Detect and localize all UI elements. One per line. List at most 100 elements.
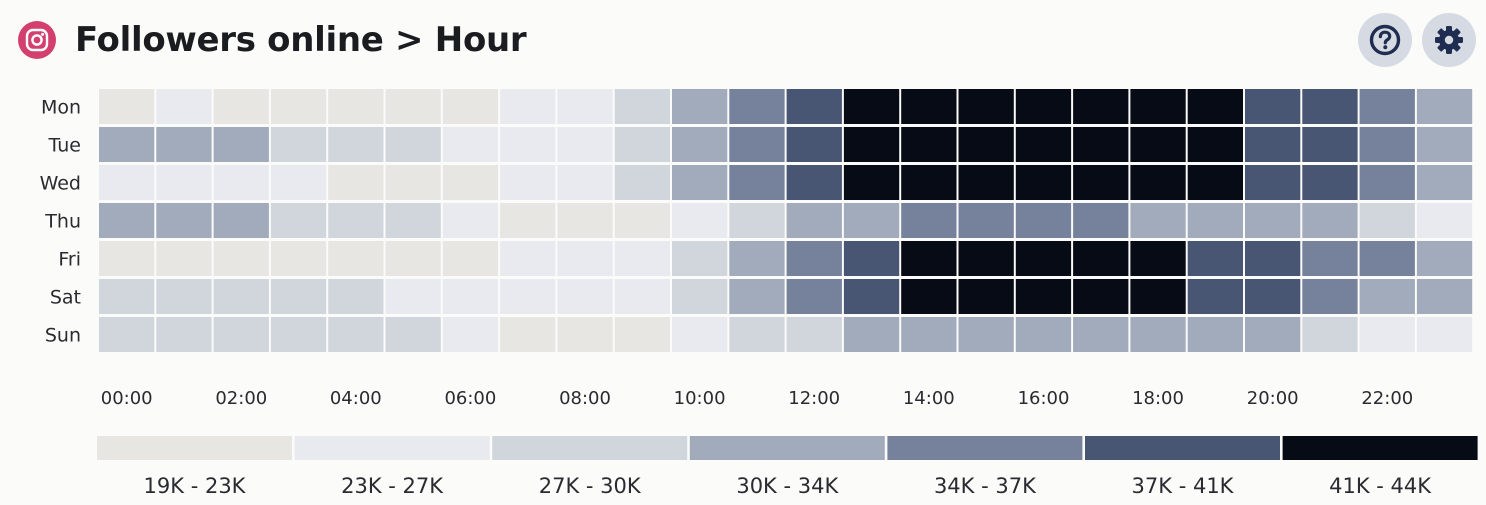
heatmap-cell-sun-03 (270, 317, 327, 352)
heatmap-cell-fri-07 (500, 241, 556, 276)
heatmap-cell-fri-11 (729, 241, 785, 276)
legend-label: 19K - 23K (144, 474, 247, 498)
heatmap-cell-mon-09 (614, 89, 670, 124)
heatmap-cell-mon-08 (557, 89, 613, 124)
heatmap-cell-sun-09 (614, 317, 670, 352)
heatmap-cell-fri-08 (557, 241, 613, 276)
hour-tick-label: 12:00 (788, 388, 840, 409)
heatmap-cell-wed-11 (729, 165, 785, 200)
heatmap-cell-fri-16 (1015, 241, 1072, 276)
heatmap-cell-wed-20 (1245, 165, 1301, 200)
heatmap-cell-mon-14 (901, 89, 957, 124)
heatmap-cell-sat-21 (1302, 279, 1358, 314)
heatmap-cells (99, 89, 1473, 352)
heatmap-cell-wed-08 (557, 165, 613, 200)
heatmap-cell-fri-15 (958, 241, 1014, 276)
heatmap-cell-tue-06 (442, 127, 499, 162)
heatmap-cell-mon-18 (1130, 89, 1186, 124)
heatmap-cell-sat-00 (99, 279, 155, 314)
heatmap-cell-sat-15 (958, 279, 1014, 314)
heatmap-cell-thu-00 (99, 203, 155, 238)
heatmap-cell-wed-17 (1073, 165, 1129, 200)
heatmap-cell-tue-16 (1015, 127, 1072, 162)
heatmap-cell-thu-20 (1245, 203, 1301, 238)
heatmap-cell-tue-02 (213, 127, 269, 162)
heatmap-cell-mon-05 (385, 89, 441, 124)
settings-button[interactable] (1422, 13, 1476, 67)
heatmap-cell-tue-13 (843, 127, 900, 162)
heatmap-cell-thu-18 (1130, 203, 1186, 238)
heatmap-cell-sat-20 (1245, 279, 1301, 314)
day-label-fri: Fri (58, 249, 81, 271)
heatmap-cell-mon-01 (156, 89, 212, 124)
heatmap-cell-tue-15 (958, 127, 1014, 162)
heatmap-cell-thu-10 (672, 203, 728, 238)
heatmap-cell-wed-03 (270, 165, 327, 200)
heatmap-cell-sat-04 (328, 279, 384, 314)
heatmap-cell-sun-21 (1302, 317, 1358, 352)
legend-swatch (887, 436, 1083, 460)
legend-label: 27K - 30K (539, 474, 642, 498)
heatmap-cell-wed-22 (1359, 165, 1415, 200)
heatmap-cell-sun-18 (1130, 317, 1186, 352)
chart-header: Followers online > Hour (18, 18, 527, 62)
heatmap-cell-tue-17 (1073, 127, 1129, 162)
heatmap-cell-sun-14 (901, 317, 957, 352)
heatmap-cell-mon-17 (1073, 89, 1129, 124)
hour-tick-label: 02:00 (215, 388, 267, 409)
heatmap-cell-wed-02 (213, 165, 269, 200)
heatmap-cell-thu-22 (1359, 203, 1415, 238)
heatmap-cell-fri-04 (328, 241, 384, 276)
hour-tick-label: 16:00 (1018, 388, 1070, 409)
day-labels: Mon Tue Wed Thu Fri Sat Sun (40, 97, 81, 347)
heatmap-cell-wed-06 (442, 165, 499, 200)
heatmap-cell-thu-13 (843, 203, 900, 238)
heatmap-cell-sat-06 (442, 279, 499, 314)
heatmap-cell-sat-11 (729, 279, 785, 314)
heatmap-cell-mon-15 (958, 89, 1014, 124)
heatmap-cell-mon-00 (99, 89, 155, 124)
heatmap-cell-sat-10 (672, 279, 728, 314)
heatmap-cell-fri-10 (672, 241, 728, 276)
hour-labels: 00:00 02:00 04:00 06:00 08:00 10:00 12:00 14:00… (101, 388, 1413, 409)
heatmap-cell-wed-00 (99, 165, 155, 200)
heatmap-cell-fri-13 (843, 241, 900, 276)
hour-tick-label: 08:00 (559, 388, 611, 409)
heatmap-cell-fri-00 (99, 241, 155, 276)
heatmap-cell-wed-19 (1187, 165, 1243, 200)
legend-label: 37K - 41K (1132, 474, 1235, 498)
help-button[interactable] (1358, 13, 1412, 67)
heatmap-cell-sat-02 (213, 279, 269, 314)
heatmap-cell-mon-02 (213, 89, 269, 124)
heatmap-cell-thu-14 (901, 203, 957, 238)
heatmap-cell-thu-16 (1015, 203, 1072, 238)
heatmap-cell-tue-11 (729, 127, 785, 162)
heatmap-cell-sun-12 (786, 317, 842, 352)
heatmap-cell-sun-16 (1015, 317, 1072, 352)
heatmap-cell-sat-19 (1187, 279, 1243, 314)
heatmap-cell-wed-21 (1302, 165, 1358, 200)
legend-label: 30K - 34K (736, 474, 839, 498)
heatmap-cell-sun-08 (557, 317, 613, 352)
heatmap-cell-thu-11 (729, 203, 785, 238)
heatmap-cell-sun-00 (99, 317, 155, 352)
heatmap-cell-wed-07 (500, 165, 556, 200)
heatmap-cell-fri-12 (786, 241, 842, 276)
heatmap-cell-sun-13 (843, 317, 900, 352)
hour-tick-label: 14:00 (903, 388, 955, 409)
heatmap-cell-thu-23 (1416, 203, 1473, 238)
heatmap-cell-tue-12 (786, 127, 842, 162)
legend-swatch (689, 436, 885, 460)
heatmap-cell-wed-09 (614, 165, 670, 200)
heatmap-cell-sun-02 (213, 317, 269, 352)
heatmap-cell-tue-23 (1416, 127, 1473, 162)
heatmap-cell-fri-22 (1359, 241, 1415, 276)
question-circle-icon (1369, 24, 1401, 56)
heatmap-cell-tue-18 (1130, 127, 1186, 162)
heatmap-cell-sat-05 (385, 279, 441, 314)
hour-tick-label: 22:00 (1361, 388, 1413, 409)
heatmap-cell-sun-23 (1416, 317, 1473, 352)
heatmap-cell-thu-06 (442, 203, 499, 238)
chart-title: Followers online > Hour (75, 20, 527, 60)
gear-icon (1435, 26, 1463, 54)
